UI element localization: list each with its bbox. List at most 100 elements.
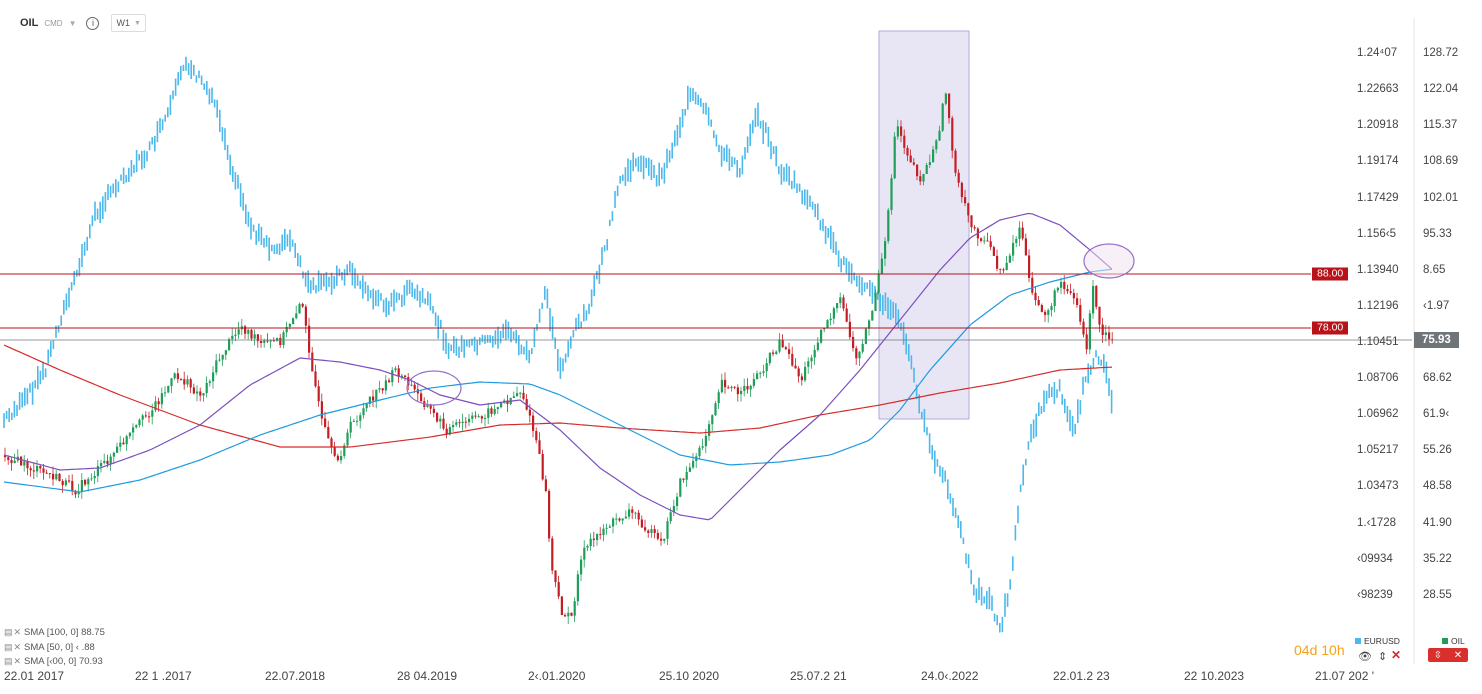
y-tick-left: 1.24⁴07 bbox=[1357, 47, 1398, 59]
close-icon[interactable]: ✕ bbox=[1391, 648, 1402, 662]
oil-candle-body bbox=[173, 373, 176, 379]
oil-candle-body bbox=[644, 527, 647, 531]
oil-candle-body bbox=[378, 388, 381, 390]
oil-candle-body bbox=[1053, 290, 1056, 306]
oil-candle-body bbox=[605, 527, 608, 529]
oil-candle-body bbox=[589, 538, 592, 546]
oil-candle-body bbox=[564, 615, 567, 617]
oil-candle-body bbox=[1072, 293, 1075, 299]
indicator-legend-sma-100[interactable]: ▤✕ SMA [100, 0] 88.75 bbox=[4, 627, 105, 638]
oil-candle-body bbox=[23, 461, 26, 466]
oil-candle-body bbox=[109, 456, 112, 464]
oil-candle-body bbox=[333, 446, 336, 456]
close-icon[interactable]: ✕ bbox=[1453, 649, 1463, 661]
oil-candle-body bbox=[52, 473, 55, 480]
indicator-text: SMA [100, 0] 88.75 bbox=[24, 627, 105, 638]
oil-candle-body bbox=[58, 473, 61, 481]
oil-candle-body bbox=[980, 238, 983, 241]
up-down-arrows-icon[interactable]: ⇕ bbox=[1378, 651, 1388, 663]
indicator-legend-sma-50[interactable]: ▤✕ SMA [50, 0] ‹ .88 bbox=[4, 642, 95, 653]
current-price-tag: 75.93 bbox=[1414, 332, 1459, 348]
oil-candle-body bbox=[186, 379, 189, 385]
level-tag-88[interactable]: 88.00 bbox=[1312, 267, 1349, 281]
oil-candle-body bbox=[964, 197, 967, 204]
level-tag-78[interactable]: 78.00 bbox=[1312, 321, 1349, 335]
oil-candle-body bbox=[887, 210, 890, 242]
indicator-text: SMA [‹00, 0] 70.93 bbox=[24, 656, 103, 667]
oil-candle-body bbox=[221, 354, 224, 360]
oil-candle-body bbox=[807, 361, 810, 367]
oil-candle-body bbox=[912, 162, 915, 165]
indicator-legend-sma-200[interactable]: ▤✕ SMA [‹00, 0] 70.93 bbox=[4, 656, 103, 667]
symbol-name[interactable]: OIL bbox=[20, 17, 39, 29]
oil-candle-body bbox=[1079, 305, 1082, 322]
oil-candle-body bbox=[263, 340, 266, 343]
oil-candle-body bbox=[20, 456, 23, 466]
oil-candle-body bbox=[55, 473, 58, 480]
oil-candle-body bbox=[256, 334, 259, 342]
legend-eurusd[interactable]: EURUSD bbox=[1355, 636, 1400, 646]
oil-candle-body bbox=[317, 386, 320, 402]
y-tick-right: 95.33 bbox=[1423, 228, 1452, 240]
oil-candle-body bbox=[788, 349, 791, 354]
oil-candle-body bbox=[260, 341, 263, 343]
oil-candle-body bbox=[202, 393, 205, 396]
oil-candle-body bbox=[922, 174, 925, 182]
oil-candle-body bbox=[583, 547, 586, 560]
x-tick: 25.10 2020 bbox=[659, 669, 720, 683]
x-tick: 22 1 .2017 bbox=[135, 669, 192, 683]
timeframe-select[interactable]: W1 ▼ bbox=[111, 14, 146, 32]
y-tick-left: 1.19174 bbox=[1357, 155, 1399, 167]
info-icon[interactable]: i bbox=[86, 16, 100, 30]
settings-close-icon[interactable]: ▤✕ bbox=[4, 642, 23, 652]
settings-close-icon[interactable]: ▤✕ bbox=[4, 656, 23, 666]
oil-candle-body bbox=[13, 460, 16, 464]
oil-candle-body bbox=[1050, 306, 1053, 311]
settings-close-icon[interactable]: ▤✕ bbox=[4, 627, 23, 637]
oil-candle-body bbox=[148, 416, 151, 418]
oil-candle-body bbox=[820, 329, 823, 343]
oil-candle-body bbox=[868, 320, 871, 329]
sliders-icon[interactable]: ⇳ bbox=[1433, 649, 1443, 661]
oil-series-controls[interactable]: ⇳ ✕ bbox=[1428, 648, 1468, 662]
chevron-down-icon[interactable]: ▼ bbox=[68, 18, 77, 28]
highlight-zone bbox=[878, 30, 970, 420]
oil-candle-body bbox=[234, 334, 237, 336]
oil-candle-body bbox=[708, 424, 711, 436]
oil-candle-body bbox=[247, 329, 250, 334]
oil-candle-body bbox=[381, 388, 384, 391]
oil-candle-body bbox=[560, 596, 563, 615]
legend-oil[interactable]: OIL bbox=[1442, 636, 1465, 646]
oil-candle-body bbox=[180, 379, 183, 381]
oil-candle-body bbox=[84, 480, 87, 485]
y-tick-left: 1.‹1728 bbox=[1357, 517, 1397, 529]
oil-candle-body bbox=[154, 401, 157, 411]
eye-icon[interactable]: 👁 bbox=[1358, 651, 1372, 663]
oil-candle-body bbox=[311, 352, 314, 372]
oil-candle-body bbox=[941, 103, 944, 131]
oil-candle-body bbox=[586, 546, 589, 548]
oil-candle-body bbox=[839, 297, 842, 304]
oil-candle-body bbox=[900, 126, 903, 136]
oil-candle-body bbox=[631, 509, 634, 513]
oil-candle-body bbox=[1044, 311, 1047, 315]
oil-candle-body bbox=[612, 518, 615, 527]
oil-candle-body bbox=[944, 93, 947, 104]
oil-candle-body bbox=[429, 404, 432, 409]
oil-candle-body bbox=[656, 533, 659, 539]
oil-candle-body bbox=[823, 328, 826, 330]
oil-candle-body bbox=[650, 529, 653, 533]
oil-candle-body bbox=[340, 456, 343, 461]
oil-candle-body bbox=[464, 421, 467, 423]
oil-candle-body bbox=[762, 371, 765, 373]
oil-candle-body bbox=[157, 401, 160, 405]
oil-candle-body bbox=[660, 538, 663, 541]
oil-candle-body bbox=[484, 417, 487, 419]
oil-candle-body bbox=[893, 136, 896, 179]
oil-candle-body bbox=[359, 415, 362, 421]
oil-candle-body bbox=[103, 460, 106, 463]
oil-candle-body bbox=[775, 351, 778, 355]
y-tick-left: 1.05217 bbox=[1357, 444, 1399, 456]
oil-candle-body bbox=[1031, 277, 1034, 293]
